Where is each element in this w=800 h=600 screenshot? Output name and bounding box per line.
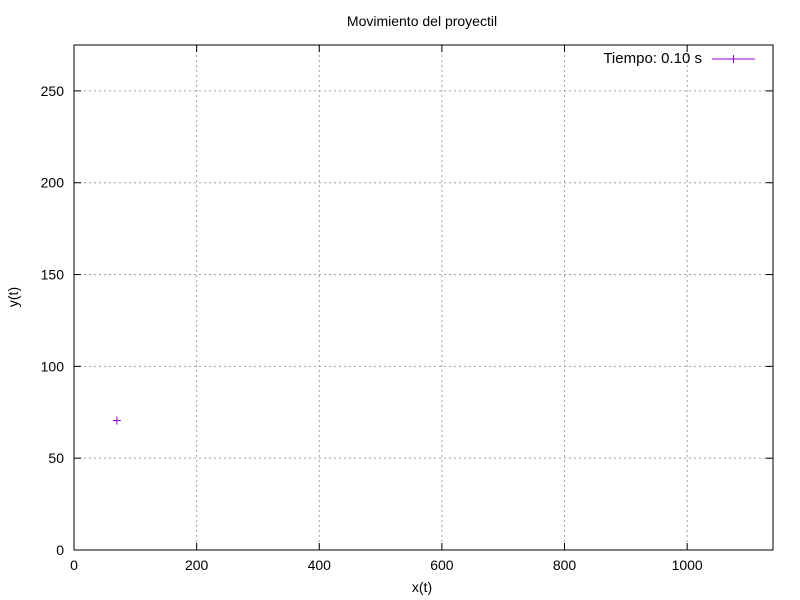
y-tick-label: 250 xyxy=(41,83,65,99)
x-tick-label: 1000 xyxy=(672,557,703,573)
chart-title: Movimiento del proyectil xyxy=(347,13,497,29)
legend: Tiempo: 0.10 s xyxy=(603,50,755,67)
x-axis-label: x(t) xyxy=(412,579,432,595)
tick-labels: 0 200 400 600 800 1000 0 50 100 150 200 250 xyxy=(41,83,703,573)
series-layer xyxy=(112,416,121,425)
legend-point xyxy=(729,55,738,63)
y-tick-label: 100 xyxy=(41,358,65,374)
x-tick-label: 400 xyxy=(308,557,332,573)
y-tick-label: 150 xyxy=(41,267,65,283)
x-tick-label: 600 xyxy=(430,557,454,573)
y-tick-label: 50 xyxy=(48,450,64,466)
x-tick-label: 800 xyxy=(553,557,577,573)
legend-label: Tiempo: 0.10 s xyxy=(603,50,702,67)
plot-frame xyxy=(73,44,774,551)
y-tick-label: 0 xyxy=(56,542,64,558)
data-point xyxy=(112,416,121,425)
legend-marker xyxy=(729,55,738,63)
x-tick-label: 0 xyxy=(70,557,78,573)
x-tick-label: 200 xyxy=(185,557,209,573)
grid-lines xyxy=(74,45,773,550)
y-axis-label: y(t) xyxy=(5,287,21,307)
axis-ticks xyxy=(73,45,773,551)
y-tick-label: 200 xyxy=(41,175,65,191)
